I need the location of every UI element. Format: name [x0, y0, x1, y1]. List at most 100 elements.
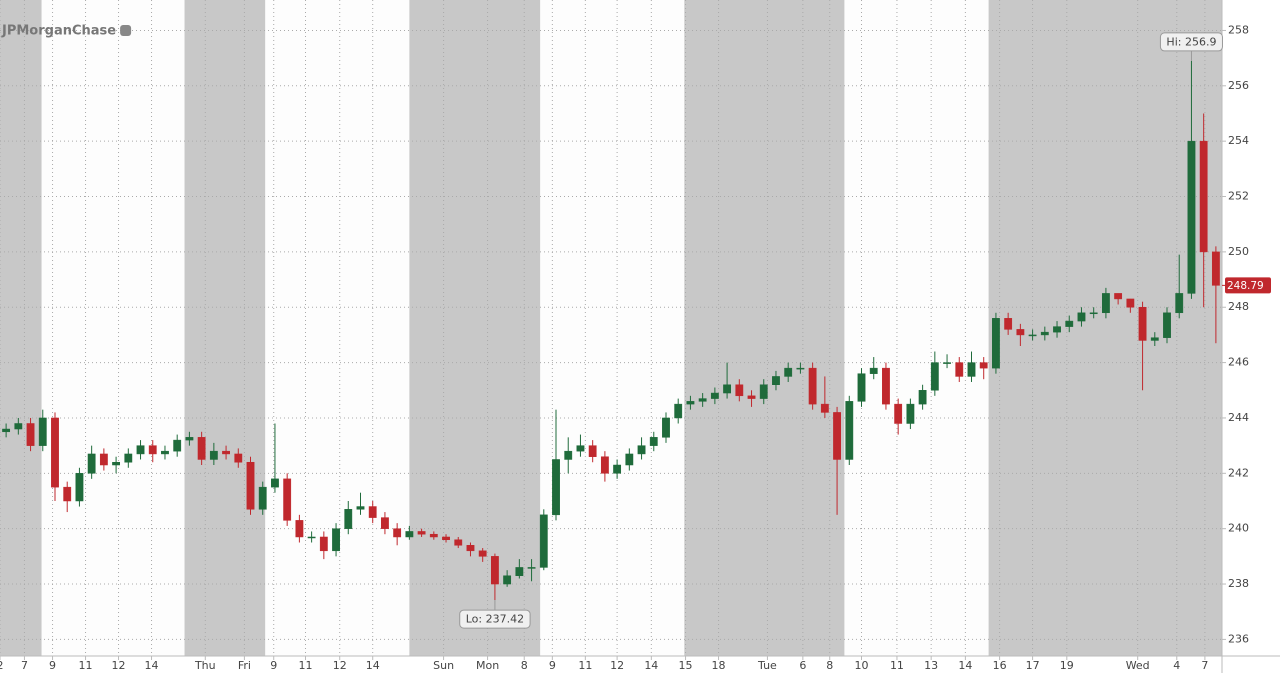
- x-tick-label: 7: [1201, 659, 1208, 672]
- candle-body: [564, 450, 573, 460]
- candle-body: [918, 390, 927, 405]
- candle-body: [295, 520, 304, 538]
- candle-body: [759, 384, 768, 399]
- candle-body: [99, 453, 108, 466]
- x-tick-label: 14: [958, 659, 972, 672]
- candle-body: [613, 464, 622, 474]
- x-tick-label: 14: [366, 659, 380, 672]
- x-tick-label: Mon: [476, 659, 499, 672]
- annotation-label: Hi: 256.9: [1166, 35, 1216, 48]
- y-tick-label: 244: [1228, 411, 1249, 424]
- candle-body: [1040, 331, 1049, 336]
- x-tick-label: 9: [270, 659, 277, 672]
- x-tick-label: 18: [712, 659, 726, 672]
- candle-body: [26, 423, 35, 446]
- candle-body: [454, 539, 463, 546]
- y-tick-label: 250: [1228, 245, 1249, 258]
- candle-body: [600, 456, 609, 474]
- candle-body: [1126, 298, 1135, 308]
- candle-body: [478, 550, 487, 557]
- candle-body: [332, 528, 340, 552]
- candle-body: [417, 531, 426, 535]
- candle-body: [14, 423, 23, 430]
- candle-body: [356, 506, 365, 510]
- candle-body: [772, 376, 780, 385]
- x-tick-label: 17: [1026, 659, 1040, 672]
- off-hours-band: [0, 0, 42, 656]
- candle-body: [1004, 318, 1013, 330]
- candle-body: [662, 417, 670, 438]
- candle-body: [442, 536, 450, 540]
- candle-body: [503, 575, 512, 585]
- candle-body: [1114, 293, 1123, 300]
- x-tick-label: 14: [644, 659, 658, 672]
- candle-body: [820, 403, 829, 413]
- candle-body: [271, 478, 279, 488]
- y-tick-label: 252: [1228, 190, 1249, 203]
- x-tick-label: 19: [1060, 659, 1074, 672]
- annotation-label: Lo: 237.42: [466, 613, 524, 626]
- candle-body: [393, 528, 402, 538]
- candle-body: [1211, 251, 1220, 286]
- candle-body: [1175, 293, 1184, 314]
- candle-body: [136, 445, 145, 455]
- candle-body: [698, 398, 707, 402]
- candle-body: [124, 453, 133, 463]
- candle-body: [882, 367, 890, 405]
- y-tick-label: 256: [1228, 79, 1249, 92]
- candle-body: [1163, 312, 1171, 338]
- candle-body: [943, 362, 951, 364]
- logo: JPMorganChase: [1, 24, 116, 39]
- candle-body: [246, 461, 255, 510]
- candle-body: [1065, 320, 1074, 327]
- candle-body: [637, 445, 646, 455]
- x-tick-label: 11: [299, 659, 313, 672]
- x-tick-label: 14: [145, 659, 159, 672]
- off-hours-band: [684, 0, 845, 656]
- candle-body: [1089, 312, 1098, 315]
- candle-body: [1101, 293, 1110, 314]
- candle-body: [992, 318, 1000, 369]
- candle-body: [1138, 306, 1147, 341]
- candle-body: [625, 453, 634, 466]
- x-tick-label: 13: [924, 659, 938, 672]
- x-tick-label: 12: [333, 659, 347, 672]
- candle-body: [1053, 326, 1061, 333]
- candle-body: [735, 384, 744, 397]
- candle-body: [515, 567, 524, 576]
- candle-body: [527, 567, 536, 569]
- candle-body: [38, 417, 47, 446]
- candle-body: [344, 509, 353, 529]
- candle-body: [319, 536, 328, 552]
- x-tick-label: Fri: [238, 659, 251, 672]
- candle-body: [686, 401, 695, 405]
- x-tick-label: Wed: [1126, 659, 1150, 672]
- y-tick-label: 238: [1228, 577, 1249, 590]
- candle-body: [674, 403, 683, 419]
- off-hours-band: [409, 0, 541, 656]
- candle-body: [649, 437, 658, 446]
- y-tick-label: 236: [1228, 632, 1249, 645]
- candle-body: [796, 367, 805, 370]
- x-tick-label: Thu: [194, 659, 216, 672]
- candle-body: [307, 536, 316, 539]
- logo-icon: [120, 25, 132, 36]
- y-tick-label: 248: [1228, 300, 1249, 313]
- candle-body: [209, 450, 218, 460]
- candle-body: [906, 403, 915, 424]
- candle-body: [283, 478, 292, 521]
- candle-body: [747, 395, 756, 399]
- x-tick-label: 10: [855, 659, 869, 672]
- candle-body: [576, 445, 585, 452]
- candle-body: [490, 556, 499, 585]
- candle-body: [955, 362, 964, 377]
- x-tick-label: 7: [21, 659, 28, 672]
- candle-body: [869, 367, 878, 374]
- candle-body: [1028, 334, 1037, 337]
- candle-body: [845, 401, 854, 460]
- x-tick-label: Tue: [757, 659, 777, 672]
- candle-body: [710, 392, 719, 399]
- candle-body: [967, 362, 976, 377]
- candle-body: [258, 486, 267, 510]
